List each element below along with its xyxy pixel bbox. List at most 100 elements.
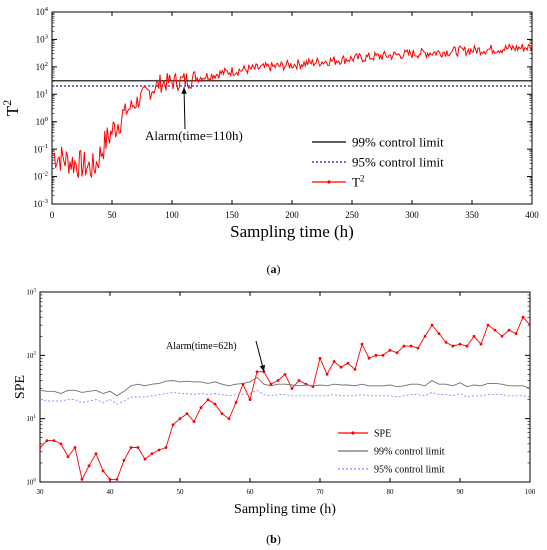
data-point bbox=[500, 334, 504, 338]
x-tick-label: 90 bbox=[457, 488, 465, 496]
series-line-1 bbox=[40, 376, 530, 397]
data-point bbox=[255, 370, 259, 374]
series-line-2 bbox=[40, 389, 530, 405]
data-point bbox=[73, 446, 77, 449]
data-point bbox=[409, 344, 413, 348]
data-point bbox=[493, 328, 497, 332]
x-tick-label: 50 bbox=[177, 488, 185, 496]
data-point bbox=[101, 469, 105, 473]
y-tick-label: 100 bbox=[36, 116, 49, 127]
legend-marker bbox=[351, 431, 355, 435]
y-tick-label: 10-2 bbox=[33, 171, 48, 182]
x-axis-label: Sampling time (h) bbox=[234, 502, 336, 517]
data-point bbox=[283, 372, 287, 376]
y-tick-label: 10-3 bbox=[33, 198, 48, 209]
x-tick-label: 400 bbox=[525, 210, 539, 220]
legend-label: SPE bbox=[374, 429, 391, 440]
x-tick-label: 100 bbox=[525, 488, 536, 496]
data-point bbox=[164, 446, 168, 449]
x-tick-label: 80 bbox=[387, 488, 395, 496]
x-tick-label: 100 bbox=[165, 210, 179, 220]
data-point bbox=[122, 458, 126, 462]
data-point bbox=[521, 315, 525, 319]
y-tick-label: 10-1 bbox=[33, 143, 48, 154]
y-tick-label: 103 bbox=[36, 34, 49, 45]
series-line-0 bbox=[40, 316, 530, 481]
data-point bbox=[514, 332, 518, 336]
data-point bbox=[150, 452, 154, 456]
data-point bbox=[185, 412, 189, 416]
x-tick-label: 70 bbox=[317, 488, 325, 496]
alarm-annotation: Alarm(time=110h) bbox=[145, 128, 243, 143]
x-tick-label: 0 bbox=[50, 210, 55, 220]
plot-area-b bbox=[40, 315, 530, 481]
y-tick-label: 101 bbox=[26, 414, 36, 423]
y-tick-label: 100 bbox=[26, 477, 36, 486]
data-point bbox=[423, 334, 427, 338]
series-t2-line bbox=[52, 43, 532, 178]
data-point bbox=[451, 344, 455, 348]
x-tick-label: 150 bbox=[225, 210, 239, 220]
data-point bbox=[115, 477, 119, 481]
data-point bbox=[402, 344, 406, 348]
y-axis-label: T2 bbox=[0, 100, 22, 116]
caption-b-letter: b bbox=[270, 532, 277, 546]
data-point bbox=[213, 402, 217, 406]
data-point bbox=[87, 464, 91, 468]
data-point bbox=[80, 477, 84, 481]
x-tick-label: 60 bbox=[247, 488, 255, 496]
data-point bbox=[360, 342, 364, 346]
data-point bbox=[479, 342, 483, 346]
legend-label: 99% control limit bbox=[352, 135, 444, 150]
legend-marker bbox=[327, 180, 331, 184]
y-tick-label: 102 bbox=[26, 351, 36, 360]
data-point bbox=[528, 323, 530, 327]
data-point bbox=[325, 372, 329, 376]
y-axis-label: SPE bbox=[13, 375, 28, 399]
x-tick-label: 250 bbox=[345, 210, 359, 220]
x-axis-label: Sampling time (h) bbox=[230, 222, 354, 241]
legend-a: 99% control limit 95% control limit T2 bbox=[312, 135, 444, 190]
data-point bbox=[52, 439, 56, 443]
data-point bbox=[374, 353, 378, 357]
data-point bbox=[248, 398, 252, 402]
data-point bbox=[290, 387, 294, 390]
data-point bbox=[367, 356, 371, 360]
data-point bbox=[178, 417, 182, 421]
data-point bbox=[220, 412, 224, 416]
data-point bbox=[94, 452, 98, 456]
data-point bbox=[59, 442, 63, 446]
data-point bbox=[318, 356, 322, 360]
legend-label: 99% control limit bbox=[374, 447, 445, 458]
x-tick-label: 350 bbox=[465, 210, 479, 220]
data-point bbox=[157, 448, 161, 452]
legend-label: 95% control limit bbox=[352, 155, 444, 170]
data-point bbox=[486, 323, 490, 327]
data-point bbox=[353, 367, 357, 371]
data-point bbox=[346, 361, 350, 365]
plot-area-a bbox=[52, 43, 532, 178]
data-point bbox=[45, 439, 49, 443]
chart-a: 0 50 100 150 200 250 300 350 400 10-3 10-2 10-1 100 1… bbox=[0, 6, 539, 241]
data-point bbox=[66, 455, 70, 459]
chart-b: 30 40 50 60 70 80 90 100 100 101 102 103 Sampling ti… bbox=[13, 287, 536, 517]
x-tick-label: 30 bbox=[37, 488, 45, 496]
y-tick-label: 104 bbox=[36, 6, 49, 17]
alarm-arrow-head bbox=[259, 364, 266, 372]
data-point bbox=[465, 344, 469, 348]
y-tick-label: 101 bbox=[36, 88, 48, 99]
data-point bbox=[143, 457, 147, 461]
data-point bbox=[129, 446, 133, 449]
plot-frame-b bbox=[39, 291, 531, 483]
caption-a: (a) bbox=[266, 262, 281, 276]
caption-b: (b) bbox=[266, 532, 281, 546]
data-point bbox=[381, 353, 385, 357]
data-point bbox=[136, 446, 140, 449]
alarm-annotation: Alarm(time=62h) bbox=[166, 341, 237, 352]
legend-label: T2 bbox=[352, 173, 365, 189]
data-point bbox=[472, 334, 476, 338]
data-point bbox=[276, 379, 280, 382]
alarm-arrow-line bbox=[183, 87, 186, 130]
data-point bbox=[269, 382, 273, 386]
